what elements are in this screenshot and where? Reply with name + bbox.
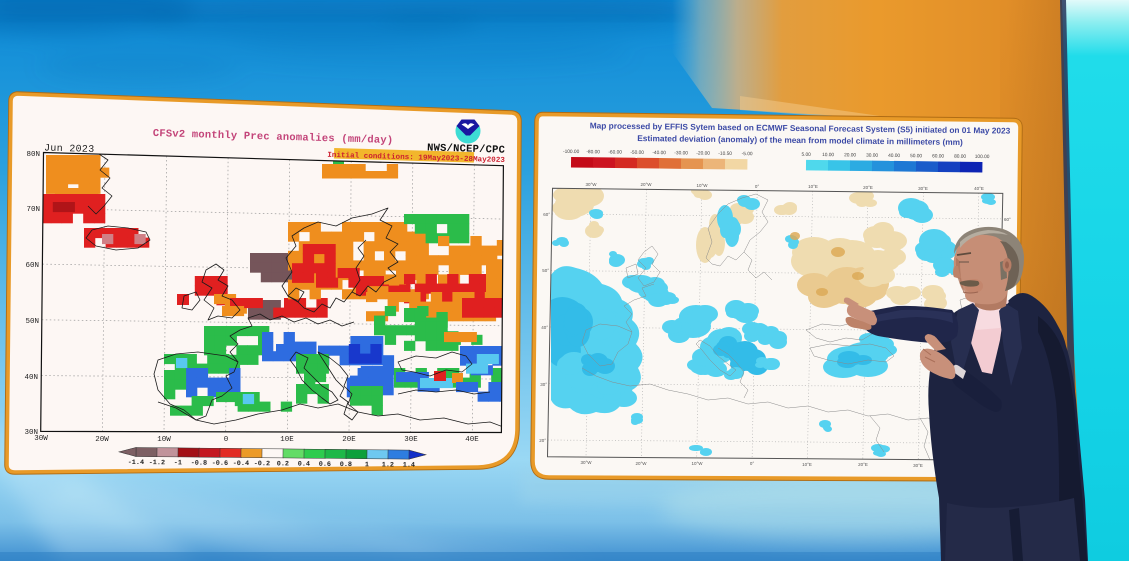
svg-text:0.6: 0.6 <box>319 461 331 469</box>
svg-text:-20.00: -20.00 <box>696 151 710 157</box>
svg-text:-0.2: -0.2 <box>254 460 270 468</box>
svg-text:-1.4: -1.4 <box>128 459 144 467</box>
svg-text:70N: 70N <box>26 206 40 214</box>
svg-text:60.00: 60.00 <box>932 153 944 159</box>
svg-text:-5.00: -5.00 <box>742 151 753 157</box>
svg-text:60N: 60N <box>25 262 39 270</box>
svg-text:30°E: 30°E <box>918 186 928 191</box>
svg-text:-10.50: -10.50 <box>718 151 732 157</box>
svg-text:30°W: 30°W <box>580 460 592 465</box>
svg-text:-0.6: -0.6 <box>212 460 228 468</box>
svg-text:20°E: 20°E <box>863 185 873 190</box>
svg-text:10W: 10W <box>157 436 171 444</box>
svg-text:30°E: 30°E <box>913 463 923 468</box>
svg-text:30°W: 30°W <box>585 182 597 187</box>
svg-text:-1: -1 <box>174 459 182 467</box>
svg-text:0.8: 0.8 <box>340 461 352 469</box>
svg-text:100.00: 100.00 <box>975 154 990 160</box>
svg-text:40°E: 40°E <box>974 186 984 191</box>
svg-text:50.00: 50.00 <box>910 153 922 159</box>
svg-text:20°: 20° <box>539 438 546 443</box>
svg-text:-50.00: -50.00 <box>630 150 644 156</box>
svg-text:30.00: 30.00 <box>866 153 878 159</box>
svg-text:20°W: 20°W <box>635 461 647 466</box>
svg-text:-30.00: -30.00 <box>674 150 688 156</box>
svg-text:0°: 0° <box>750 461 755 466</box>
svg-text:-80.00: -80.00 <box>586 149 600 155</box>
svg-text:Estimated deviation (anomaly): Estimated deviation (anomaly) of the mea… <box>637 133 963 147</box>
svg-text:-100.00: -100.00 <box>563 149 580 155</box>
svg-text:20.00: 20.00 <box>844 152 856 158</box>
svg-text:20E: 20E <box>342 436 356 444</box>
svg-text:50N: 50N <box>25 318 39 326</box>
svg-text:-60.00: -60.00 <box>608 149 622 155</box>
svg-text:0°: 0° <box>755 184 760 189</box>
svg-text:80.00: 80.00 <box>954 154 966 160</box>
svg-text:20°E: 20°E <box>858 462 868 467</box>
svg-text:1.2: 1.2 <box>382 461 394 469</box>
svg-text:60°: 60° <box>543 212 550 217</box>
svg-text:-0.8: -0.8 <box>191 460 207 468</box>
svg-text:40.00: 40.00 <box>888 153 900 159</box>
svg-text:1: 1 <box>365 461 369 469</box>
svg-text:0.4: 0.4 <box>298 461 310 469</box>
svg-text:0.2: 0.2 <box>277 460 289 468</box>
svg-text:10°W: 10°W <box>696 183 708 188</box>
svg-text:0: 0 <box>224 436 229 444</box>
svg-text:40E: 40E <box>465 436 479 444</box>
svg-text:10.00: 10.00 <box>822 152 834 158</box>
svg-text:10°W: 10°W <box>691 461 703 466</box>
svg-text:10°E: 10°E <box>808 184 818 189</box>
svg-text:60°: 60° <box>1004 217 1011 222</box>
svg-text:30W: 30W <box>34 435 48 443</box>
svg-text:30N: 30N <box>24 429 38 437</box>
svg-text:40N: 40N <box>24 374 38 382</box>
svg-text:5.00: 5.00 <box>801 152 811 158</box>
svg-text:-0.4: -0.4 <box>233 460 249 468</box>
svg-text:40°: 40° <box>541 325 548 330</box>
svg-text:20°W: 20°W <box>640 182 652 187</box>
svg-text:10°E: 10°E <box>802 462 812 467</box>
svg-text:10E: 10E <box>280 436 294 444</box>
svg-text:-40.00: -40.00 <box>652 150 666 156</box>
svg-text:30°: 30° <box>540 382 547 387</box>
svg-text:30E: 30E <box>404 436 418 444</box>
svg-text:1.4: 1.4 <box>403 462 415 470</box>
svg-text:-1.2: -1.2 <box>149 459 165 467</box>
svg-text:20W: 20W <box>95 436 109 444</box>
svg-text:80N: 80N <box>26 151 40 159</box>
svg-text:50°: 50° <box>542 268 549 273</box>
